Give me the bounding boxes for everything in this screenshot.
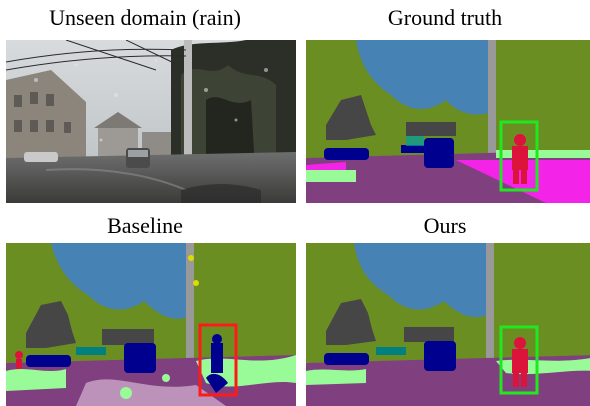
panel-baseline [6, 243, 296, 406]
sky-region [354, 243, 491, 318]
correct-box [499, 120, 539, 192]
correct-box [499, 325, 539, 395]
panel-rain-photo [6, 40, 296, 203]
caption-rain-image: Unseen domain (rain) [49, 5, 241, 30]
wrong-box [198, 323, 238, 397]
building-region [26, 301, 76, 348]
car-region [424, 138, 454, 168]
segmentation-baseline [6, 243, 296, 406]
car-region [124, 343, 156, 373]
segmentation-ours [306, 243, 590, 406]
person-region [512, 337, 528, 387]
segmentation-ground-truth [306, 40, 590, 203]
left-building [6, 70, 86, 162]
pole-region [186, 243, 194, 393]
sky-region [51, 243, 191, 319]
pole-region [486, 243, 494, 393]
pole-region [488, 40, 496, 180]
panel-ground-truth [306, 40, 590, 203]
caption-ground-truth: Ground truth [387, 5, 503, 30]
sky-region [356, 40, 496, 115]
building-region [326, 95, 376, 140]
pole [184, 40, 192, 190]
person-misclassified [206, 334, 228, 393]
person-region [512, 134, 528, 184]
caption-baseline: Baseline [107, 213, 183, 238]
rain-photo [6, 40, 296, 203]
building-region [326, 299, 376, 345]
car-region [424, 341, 456, 371]
panel-ours [306, 243, 590, 406]
caption-ours: Ours [423, 213, 467, 238]
